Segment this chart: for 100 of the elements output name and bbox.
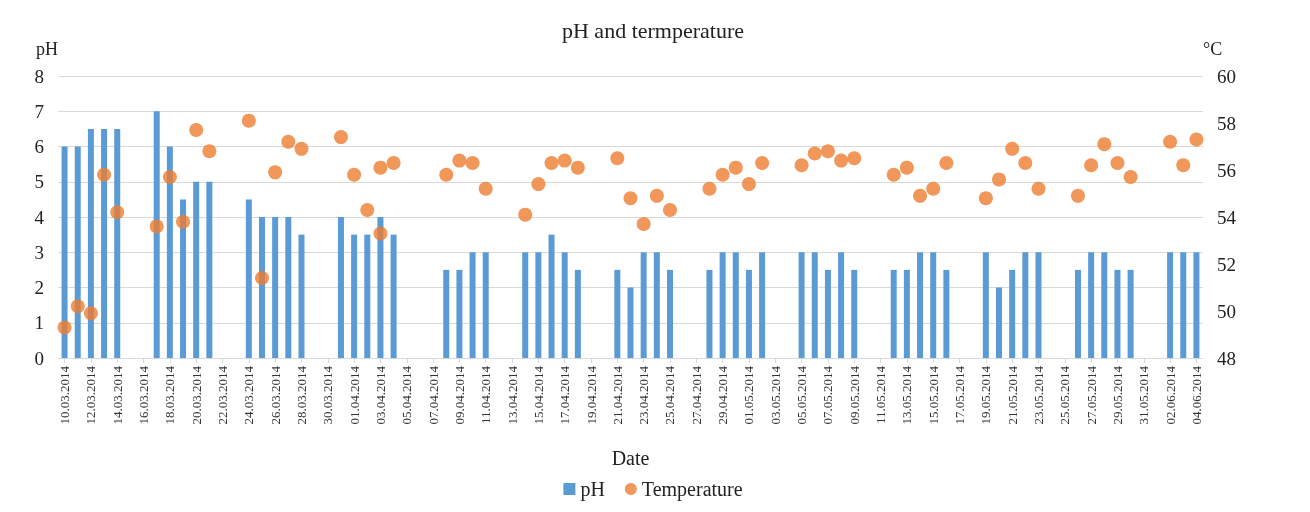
x-tick-label: 22.03.2014 (215, 365, 231, 425)
bar (732, 252, 739, 358)
x-tick-label: 31.05.2014 (1136, 365, 1152, 425)
x-tick-label: 03.04.2014 (372, 365, 388, 425)
x-tick-label: 18.03.2014 (162, 365, 178, 425)
bar (548, 234, 555, 358)
x-tick-label: 25.04.2014 (662, 365, 678, 425)
y2-tick-label: 50 (1217, 300, 1236, 322)
bar (351, 234, 358, 358)
bar (390, 234, 397, 358)
x-tick-label: 03.05.2014 (767, 365, 783, 425)
bar (1074, 269, 1081, 358)
bar (1193, 252, 1200, 358)
x-tick-label: 30.03.2014 (320, 365, 336, 425)
bar (745, 269, 752, 358)
bar (1167, 252, 1174, 358)
x-tick-label: 05.05.2014 (794, 365, 810, 425)
bar (666, 269, 673, 358)
legend-label: pH (580, 478, 605, 501)
bar (653, 252, 660, 358)
bar (1035, 252, 1042, 358)
x-axis-title: Date (611, 447, 650, 469)
bar (1114, 269, 1121, 358)
bar (982, 252, 989, 358)
bar (469, 252, 476, 358)
y2-tick-label: 52 (1217, 253, 1236, 275)
y2-tick-label: 60 (1217, 65, 1236, 87)
bar (614, 269, 621, 358)
bar (824, 269, 831, 358)
y-tick-label: 0 (34, 347, 44, 369)
x-tick-label: 02.06.2014 (1162, 365, 1178, 425)
x-tick-label: 12.03.2014 (83, 365, 99, 425)
x-tick-label: 13.05.2014 (899, 365, 915, 425)
bar (298, 234, 305, 358)
x-tick-label: 21.04.2014 (609, 365, 625, 425)
y-tick-label: 6 (34, 136, 44, 157)
x-tick-label: 13.04.2014 (504, 365, 520, 425)
y2-tick-label: 48 (1217, 347, 1236, 369)
bar (706, 269, 713, 358)
x-tick-label: 07.04.2014 (425, 365, 441, 425)
bar (1022, 252, 1029, 358)
y2-tick-label: 54 (1217, 206, 1237, 228)
x-tick-label: 15.05.2014 (925, 365, 941, 425)
bar (1127, 269, 1134, 358)
y2-tick-label: 58 (1217, 112, 1236, 134)
bar (1009, 269, 1016, 358)
bar (245, 199, 252, 358)
y-tick-label: 3 (34, 241, 44, 263)
x-tick-label: 25.05.2014 (1057, 365, 1073, 425)
x-tick-label: 29.04.2014 (715, 365, 731, 425)
bar (535, 252, 542, 358)
x-tick-label: 15.04.2014 (530, 365, 546, 425)
bar (574, 269, 581, 358)
bar (943, 269, 950, 358)
bar (337, 217, 344, 358)
y2-tick-label: 56 (1217, 159, 1236, 181)
x-tick-label: 23.04.2014 (636, 365, 652, 425)
bar (193, 181, 200, 358)
x-tick-label: 09.05.2014 (846, 365, 862, 425)
x-tick-label: 19.05.2014 (978, 365, 994, 425)
x-tick-label: 09.04.2014 (451, 365, 467, 425)
x-tick-label: 28.03.2014 (293, 365, 309, 425)
bar (561, 252, 568, 358)
bar (272, 217, 279, 358)
bar (640, 252, 647, 358)
x-tick-label: 24.03.2014 (241, 365, 257, 425)
x-tick-label: 27.05.2014 (1083, 365, 1099, 425)
bar (798, 252, 805, 358)
bar (456, 269, 463, 358)
x-tick-label: 04.06.2014 (1188, 365, 1204, 425)
bar (1088, 252, 1095, 358)
bar (206, 181, 213, 358)
bar (1180, 252, 1187, 358)
bar (759, 252, 766, 358)
y-tick-label: 5 (34, 171, 44, 193)
bar (364, 234, 371, 358)
x-tick-label: 27.04.2014 (688, 365, 704, 425)
x-tick-label: 19.04.2014 (583, 365, 599, 425)
bar (917, 252, 924, 358)
x-tick-label: 07.05.2014 (820, 365, 836, 425)
x-tick-label: 11.04.2014 (478, 365, 494, 425)
bar (811, 252, 818, 358)
bar (719, 252, 726, 358)
chart-title: pH and termperature (561, 17, 745, 43)
x-tick-label: 05.04.2014 (399, 365, 415, 425)
y-tick-label: 7 (34, 100, 44, 122)
x-tick-label: 10.03.2014 (57, 365, 73, 425)
bar (890, 269, 897, 358)
x-tick-label: 23.05.2014 (1030, 365, 1046, 425)
bar (627, 287, 634, 358)
x-tick-label: 11.05.2014 (873, 365, 889, 425)
bar (482, 252, 489, 358)
bar (996, 287, 1003, 358)
bar (903, 269, 910, 358)
x-tick-label: 29.05.2014 (1109, 365, 1125, 425)
y2-axis-title: °C (1203, 39, 1223, 59)
bar (1101, 252, 1108, 358)
x-tick-label: 14.03.2014 (109, 365, 125, 425)
legend-label: Temperature (641, 478, 743, 501)
x-tick-label: 17.04.2014 (557, 365, 573, 425)
